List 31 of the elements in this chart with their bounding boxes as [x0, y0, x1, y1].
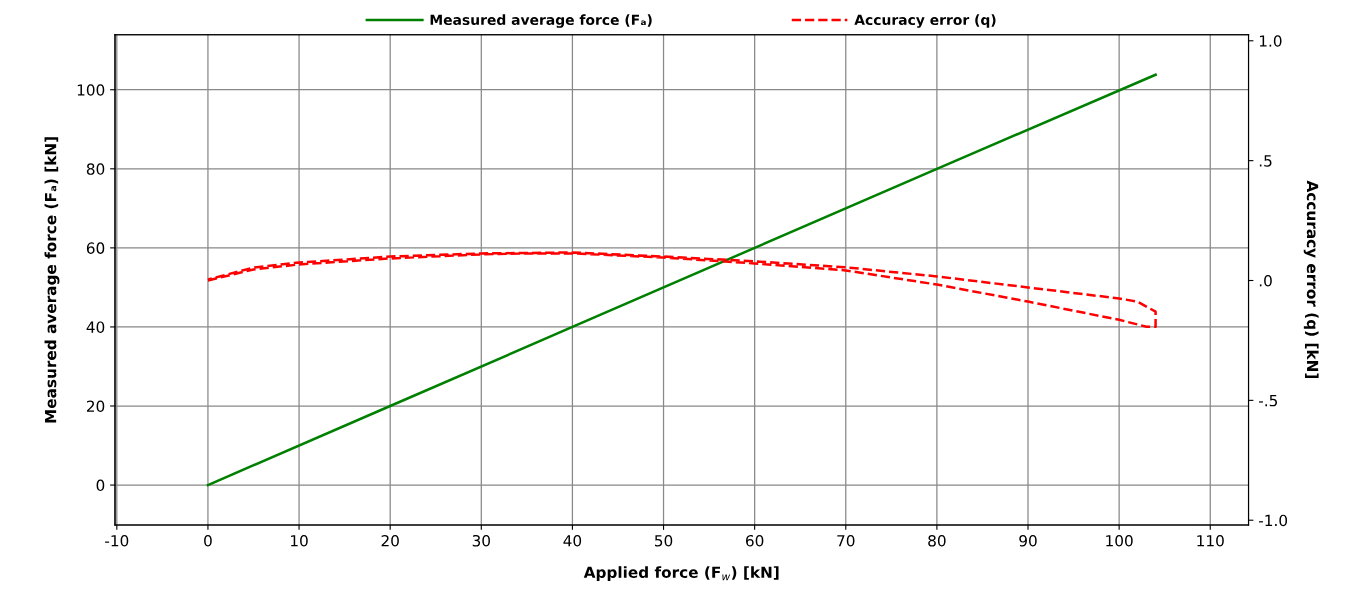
x-tick-label: 10 — [291, 534, 308, 547]
x-tick-label: 40 — [563, 534, 582, 547]
y2-tick-label: -1.0 — [1259, 514, 1288, 527]
x-tick-label: 100 — [1106, 534, 1133, 547]
legend-label: Measured average force (Fₐ) — [430, 14, 652, 28]
x-tick-label: 90 — [1019, 534, 1037, 547]
y2-tick-label: .0 — [1259, 274, 1272, 287]
y2-axis-title: Accuracy error (q) [kN] — [1303, 180, 1319, 379]
x-tick-label: 20 — [381, 534, 399, 547]
y2-tick-label: -.5 — [1259, 395, 1278, 407]
line-series — [206, 73, 1157, 487]
x-tick-label: 110 — [1197, 534, 1224, 547]
y2-tick-label: .5 — [1259, 155, 1272, 167]
line-series — [206, 251, 1157, 329]
y-tick-label: 20 — [86, 400, 105, 413]
x-tick-label: 80 — [928, 534, 946, 547]
y-tick-label: 100 — [77, 84, 105, 96]
x-tick-label: 30 — [472, 534, 490, 547]
y-tick-label: 40 — [86, 321, 105, 333]
legend-label: Accuracy error (q) — [854, 14, 996, 28]
y-tick-label: 0 — [96, 479, 105, 492]
x-axis-title: Applied force (F$_{w}$) [kN] — [583, 566, 779, 581]
x-tick-label: 50 — [655, 534, 673, 547]
x-tick-label: 60 — [746, 534, 764, 547]
x-tick-label: -10 — [105, 534, 129, 547]
y-tick-label: 60 — [86, 242, 105, 254]
y-axis-title: Measured average force (Fₐ) [kN] — [44, 137, 60, 423]
x-tick-label: 0 — [204, 534, 212, 547]
y2-tick-label: 1.0 — [1259, 35, 1282, 47]
x-tick-label: 70 — [837, 534, 855, 547]
y-tick-label: 80 — [86, 163, 105, 175]
